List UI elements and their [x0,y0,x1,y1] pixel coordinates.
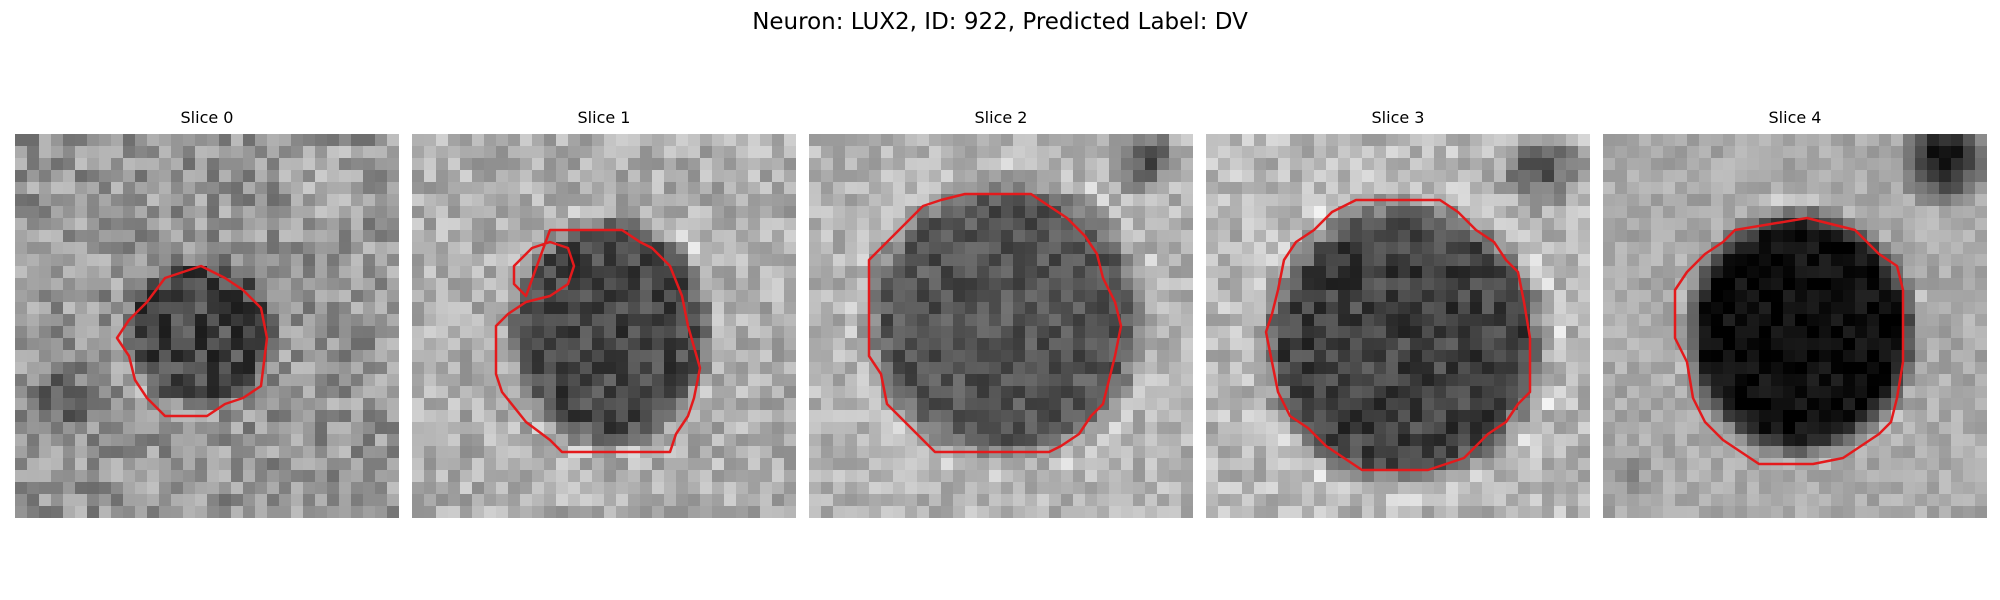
pixel-grid [412,134,796,518]
slice-title: Slice 3 [1206,108,1590,128]
slice-title: Slice 4 [1603,108,1987,128]
slice-panel-4: Slice 4 [1603,108,1987,518]
pixel-grid [809,134,1193,518]
pixel-grid [1206,134,1590,518]
slice-image [15,134,399,518]
figure-title: Neuron: LUX2, ID: 922, Predicted Label: … [0,6,2000,38]
slice-title: Slice 2 [809,108,1193,128]
slice-image [412,134,796,518]
pixel-grid [15,134,399,518]
slice-title: Slice 0 [15,108,399,128]
slice-panel-3: Slice 3 [1206,108,1590,518]
slice-title: Slice 1 [412,108,796,128]
slice-image [809,134,1193,518]
slice-panel-0: Slice 0 [15,108,399,518]
pixel-grid [1603,134,1987,518]
slice-image [1603,134,1987,518]
slice-panel-2: Slice 2 [809,108,1193,518]
slice-panel-1: Slice 1 [412,108,796,518]
slice-image [1206,134,1590,518]
